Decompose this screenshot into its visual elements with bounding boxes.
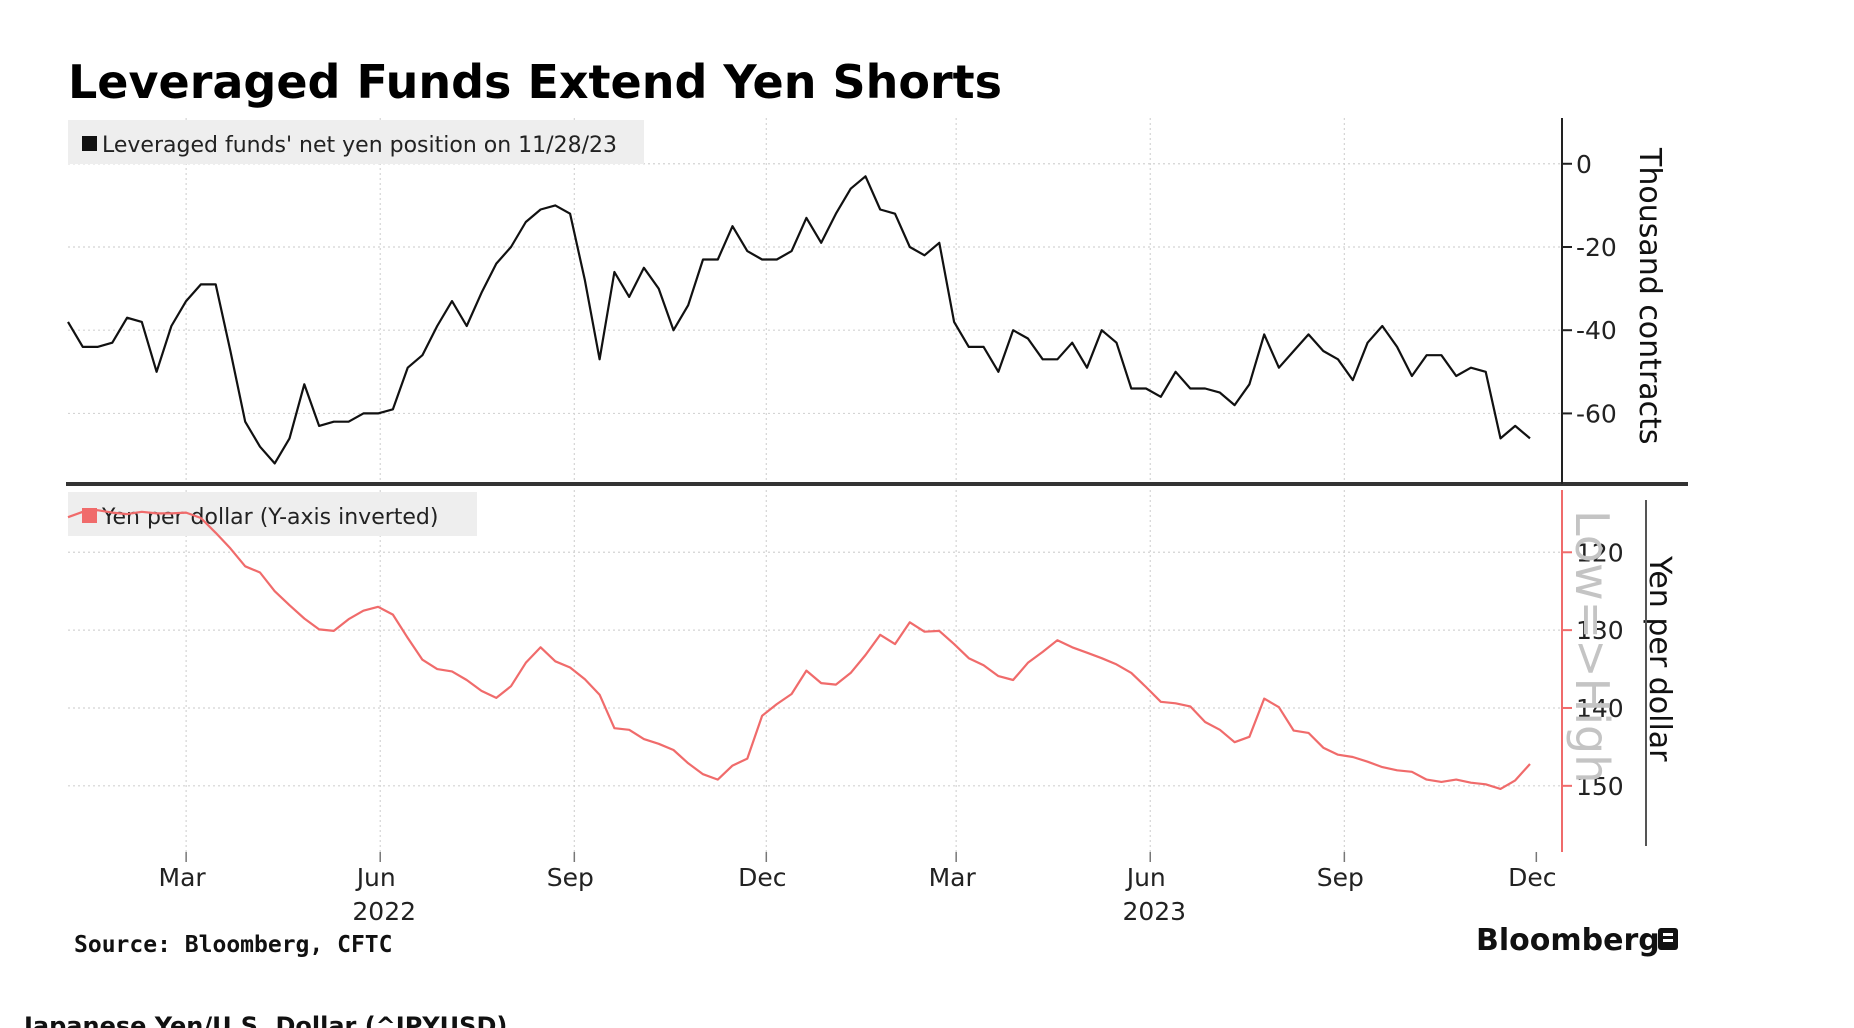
x-tick-label: Dec [738,863,786,892]
top-series-line [67,175,1531,465]
x-year-label: 2023 [1122,897,1186,926]
bottom-y-tick-label: 140 [1576,694,1624,723]
x-tick-label: Dec [1508,863,1556,892]
source-note: Source: Bloomberg, CFTC [74,932,393,958]
top-gridlines [68,118,1562,480]
top-y-tick-label: -20 [1576,233,1617,262]
top-y-tick-label: 0 [1576,150,1592,179]
x-axis-labels: Mar Jun Sep Dec Mar Jun Sep Dec 2022 2023 [159,852,1557,926]
top-panel: Leveraged funds' net yen position on 11/… [67,118,1667,480]
x-year-label: 2022 [352,897,416,926]
bloomberg-mark-icon [1658,928,1678,950]
x-tick-label: Mar [159,863,207,892]
bottom-panel: Yen per dollar (Y-axis inverted) 1201301… [67,490,1677,852]
bottom-gridlines [68,490,1562,852]
top-legend-swatch [82,136,97,151]
top-legend-text: Leveraged funds' net yen position on 11/… [102,133,617,158]
bottom-series-line [67,509,1531,790]
bottom-y-axis-ticks: 120 130 140 150 [1562,538,1624,801]
top-y-axis-title: Thousand contracts [1632,147,1667,445]
bottom-legend-box [68,492,477,536]
top-y-tick-label: -40 [1576,316,1617,345]
low-high-annotation: Low=>High [1565,510,1619,783]
bottom-y-tick-label: 150 [1576,772,1624,801]
chart-title: Leveraged Funds Extend Yen Shorts [68,55,1002,109]
x-tick-label: Jun [1125,863,1166,892]
x-tick-label: Mar [929,863,977,892]
x-tick-label: Jun [355,863,396,892]
top-y-tick-label: -60 [1576,399,1617,428]
x-tick-label: Sep [1317,863,1364,892]
top-y-axis-ticks: 0 -20 -40 -60 [1562,150,1617,428]
bloomberg-logo: Bloomberg [1476,923,1660,958]
bottom-legend-text: Yen per dollar (Y-axis inverted) [101,505,438,530]
bottom-y-axis-title: Yen per dollar [1642,555,1677,762]
bottom-y-tick-label: 130 [1576,616,1624,645]
top-legend-box [68,120,644,164]
footer-label: Japanese Yen/U.S. Dollar (^JPYUSD) [22,1012,507,1028]
x-tick-label: Sep [547,863,594,892]
bottom-y-tick-label: 120 [1576,538,1624,567]
